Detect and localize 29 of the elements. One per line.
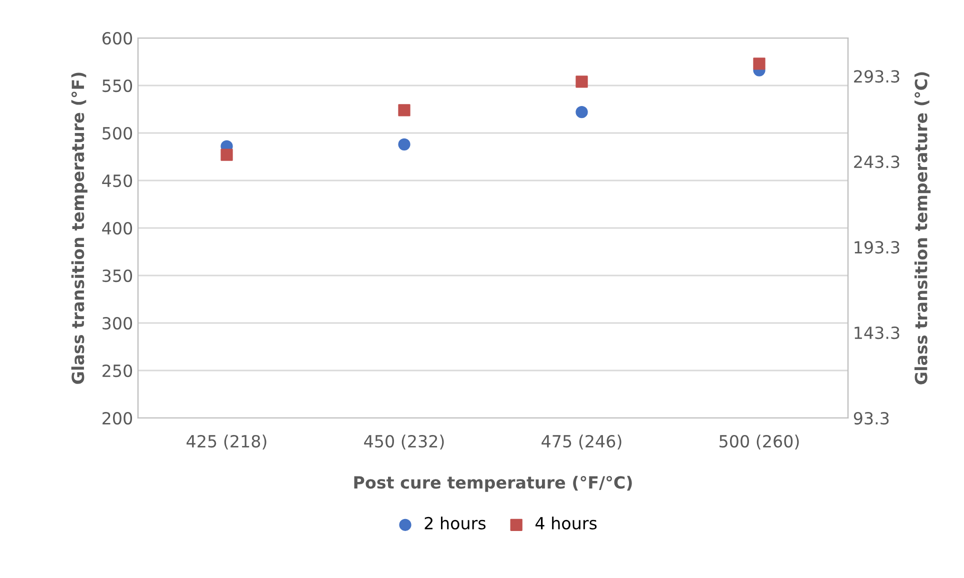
y-axis-title: Glass transition temperature (°F) xyxy=(71,72,88,384)
point xyxy=(220,148,233,161)
y-tick-label: 600 xyxy=(102,32,132,45)
x-tick-label: 500 (260) xyxy=(720,434,799,450)
y-tick-label: 400 xyxy=(102,222,132,235)
y-tick-label: 200 xyxy=(102,412,132,425)
point xyxy=(576,106,588,118)
y2-tick-label: 293.3 xyxy=(854,70,900,83)
point xyxy=(398,138,410,150)
point xyxy=(398,104,410,116)
x-tick-label: 450 (232) xyxy=(364,434,444,450)
y2-tick-label: 243.3 xyxy=(854,156,900,168)
point xyxy=(576,76,588,88)
y-tick-label: 300 xyxy=(102,316,132,330)
y2-tick-label: 143.3 xyxy=(854,326,900,340)
y2-axis-title: Glass transition temperature (°C) xyxy=(914,72,931,384)
point xyxy=(753,58,766,70)
legend-label: 2 hours xyxy=(424,516,486,530)
y-tick-label: 250 xyxy=(102,364,132,378)
x-axis-title: Post cure temperature (°F/°C) xyxy=(354,476,632,492)
y-tick-label: 350 xyxy=(102,269,132,282)
y2-tick-label: 193.3 xyxy=(854,241,900,254)
y2-tick-label: 93.3 xyxy=(854,412,889,425)
x-tick-label: 475 (246) xyxy=(542,434,622,450)
x-tick-label: 425 (218) xyxy=(186,434,266,450)
y-tick-label: 550 xyxy=(102,79,132,92)
y-tick-label: 450 xyxy=(102,174,132,188)
y-tick-label: 500 xyxy=(102,126,132,140)
legend-label: 4 hours xyxy=(535,516,597,530)
